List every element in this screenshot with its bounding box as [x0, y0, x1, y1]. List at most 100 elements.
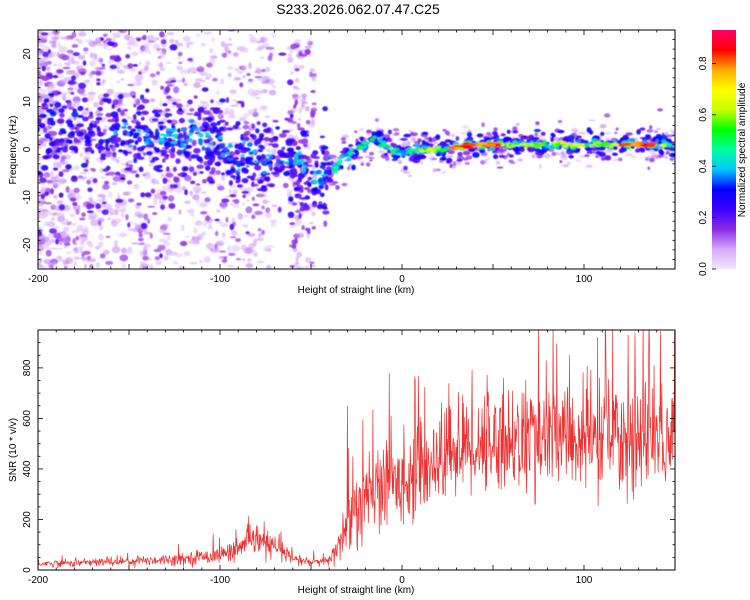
spectrogram-blob	[74, 241, 78, 246]
spectrogram-blob	[186, 44, 190, 49]
spectrogram-blob	[233, 198, 240, 205]
spectrogram-blob	[70, 81, 77, 85]
spectrogram-blob	[201, 87, 209, 92]
spectrogram-blob	[214, 161, 222, 167]
spectrogram-blob	[52, 167, 59, 171]
spectrogram-blob	[205, 134, 212, 138]
x-tick-label: -200	[28, 575, 48, 586]
spectrogram-blob	[184, 200, 191, 204]
spectrogram-blob	[63, 62, 71, 65]
spectrogram-blob	[58, 21, 62, 25]
spectrogram-blob	[149, 98, 156, 102]
spectrogram-blob	[223, 257, 227, 261]
spectrogram-blob	[84, 142, 93, 147]
spectrogram-blob	[124, 167, 133, 172]
spectrogram-blob	[167, 195, 175, 202]
spectrogram-blob	[86, 179, 91, 185]
spectrogram-blob	[87, 258, 97, 263]
spectrogram-blob	[291, 239, 298, 245]
spectrogram-blob	[307, 164, 313, 167]
spectrogram-blob	[98, 233, 104, 241]
spectrogram-blob	[143, 45, 150, 53]
spectrogram-blob	[143, 42, 152, 48]
spectrogram-blob	[160, 173, 166, 179]
spectrogram-blob	[49, 247, 57, 250]
spectrogram-blob	[398, 159, 402, 165]
spectrogram-blob	[43, 57, 48, 63]
spectrogram-blob	[305, 106, 310, 112]
spectrogram-blob	[171, 146, 176, 153]
spectrogram-blob	[205, 73, 213, 79]
spectrogram-blob	[287, 157, 294, 162]
spectrogram-blob	[532, 137, 540, 141]
spectrogram-blob	[73, 187, 80, 194]
spectrogram-blob	[87, 95, 95, 102]
spectrogram-blob	[59, 113, 65, 118]
spectrogram-blob	[267, 160, 273, 166]
spectrogram-blob	[39, 113, 47, 119]
spectrogram-blob	[244, 121, 250, 125]
spectrogram-blob	[374, 126, 381, 132]
spectrogram-blob	[187, 57, 193, 62]
spectrogram-blob	[490, 136, 497, 140]
spectrogram-blob	[166, 166, 170, 172]
spectrogram-blob	[130, 128, 137, 132]
spectrogram-blob	[58, 204, 66, 211]
spectrogram-blob	[338, 154, 346, 159]
spectrogram-blob	[235, 238, 241, 243]
spectrogram-blob	[65, 186, 70, 193]
spectrogram-blob	[51, 41, 57, 48]
spectrogram-blob	[276, 158, 282, 164]
spectrogram-blob	[508, 143, 513, 147]
spectrogram-blob	[92, 178, 98, 184]
spectrogram-blob	[76, 90, 84, 93]
spectrogram-blob	[121, 247, 127, 254]
spectrogram-blob	[354, 130, 358, 133]
spectrogram-blob	[102, 128, 107, 133]
spectrogram-blob	[433, 141, 438, 144]
spectrogram-blob	[305, 119, 311, 125]
spectrogram-blob	[167, 113, 173, 117]
spectrogram-blob	[257, 228, 262, 232]
chart-title: S233.2026.062.07.47.C25	[276, 1, 440, 17]
spectrogram-blob	[290, 43, 297, 50]
spectrogram-xlabel: Height of straight line (km)	[298, 285, 415, 296]
spectrogram-blob	[344, 153, 350, 157]
spectrogram-blob	[311, 226, 316, 230]
spectrogram-blob	[235, 258, 242, 261]
spectrogram-blob	[277, 206, 282, 213]
spectrogram-blob	[260, 185, 267, 189]
spectrogram-blob	[157, 244, 166, 250]
spectrogram-blob	[69, 130, 76, 137]
spectrogram-blob	[647, 166, 651, 170]
spectrogram-blob	[304, 227, 311, 232]
spectrogram-blob	[44, 82, 48, 87]
spectrogram-blob	[103, 43, 108, 49]
spectrogram-blob	[413, 155, 420, 160]
spectrogram-blob	[372, 136, 377, 139]
spectrogram-blob	[174, 40, 179, 44]
snr-ylabel: SNR (10 * v/v)	[8, 418, 19, 482]
spectrogram-blob	[407, 174, 413, 177]
spectrogram-blob	[295, 95, 301, 100]
spectrogram-blob	[242, 214, 250, 218]
spectrogram-blob	[417, 138, 422, 143]
spectrogram-blob	[215, 240, 225, 247]
spectrogram-blob	[133, 157, 138, 164]
spectrogram-blob	[68, 140, 73, 144]
spectrogram-blob	[234, 68, 239, 72]
spectrogram-blob	[163, 254, 169, 261]
spectrogram-blob	[394, 132, 400, 136]
spectrogram-blob	[216, 209, 221, 213]
spectrogram-blob	[138, 233, 143, 238]
spectrogram-blob	[158, 238, 168, 243]
spectrogram-blob	[485, 132, 492, 136]
spectrogram-blob	[49, 103, 54, 108]
spectrogram-blob	[483, 158, 489, 163]
spectrogram-blob	[584, 154, 590, 157]
spectrogram-blob	[267, 127, 271, 132]
spectrogram-blob	[90, 219, 99, 227]
spectrogram-blob	[181, 77, 186, 83]
spectrogram-blob	[538, 164, 542, 169]
spectrogram-blob	[559, 160, 563, 164]
